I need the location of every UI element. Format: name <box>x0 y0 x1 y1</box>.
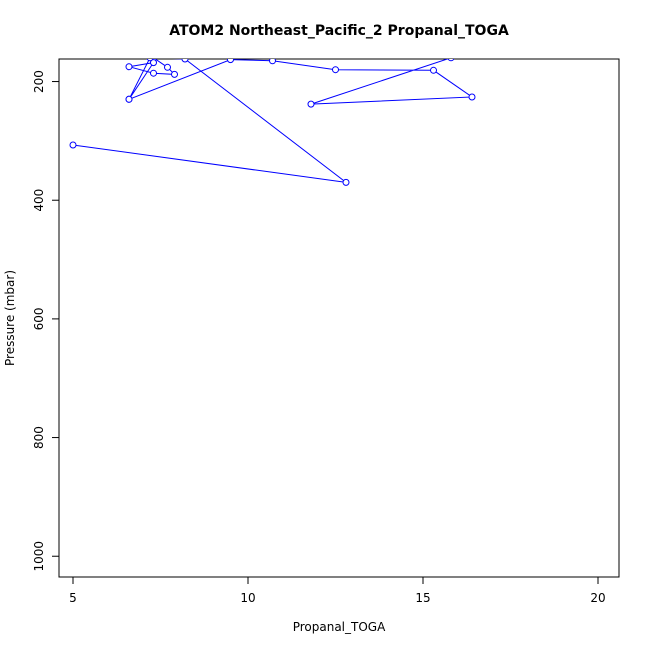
data-point <box>269 59 276 65</box>
data-point <box>69 141 77 149</box>
data-point <box>307 100 315 108</box>
data-point <box>125 63 133 71</box>
x-tick-label: 20 <box>590 591 605 605</box>
data-point <box>332 66 339 74</box>
x-axis-label: Propanal_TOGA <box>293 620 386 634</box>
data-point <box>146 59 154 62</box>
data-point <box>171 70 178 78</box>
series-layer <box>69 59 476 186</box>
y-tick-label: 600 <box>32 307 46 330</box>
y-tick-label: 1000 <box>32 541 46 572</box>
data-point <box>181 59 189 63</box>
data-point <box>468 93 476 101</box>
data-point <box>125 95 133 103</box>
data-point <box>150 59 157 67</box>
y-axis-label: Pressure (mbar) <box>3 270 17 366</box>
data-point <box>447 59 455 62</box>
x-tick-label: 15 <box>415 591 430 605</box>
y-tick-label: 400 <box>32 189 46 212</box>
x-tick-label: 5 <box>69 591 77 605</box>
x-tick-label: 10 <box>240 591 255 605</box>
data-point <box>164 63 171 71</box>
data-point <box>150 69 157 77</box>
x-axis: 5 10 15 20 <box>69 576 606 605</box>
y-tick-label: 200 <box>32 70 46 93</box>
series-line <box>72 59 474 184</box>
chart-title: ATOM2 Northeast_Pacific_2 Propanal_TOGA <box>169 23 509 39</box>
data-point <box>342 178 350 186</box>
y-axis: 200 400 600 800 1000 <box>32 70 60 572</box>
data-point <box>227 59 234 64</box>
y-tick-label: 800 <box>32 426 46 449</box>
data-point <box>430 66 437 74</box>
plot-region <box>69 59 476 186</box>
plot-area-frame <box>58 58 620 578</box>
